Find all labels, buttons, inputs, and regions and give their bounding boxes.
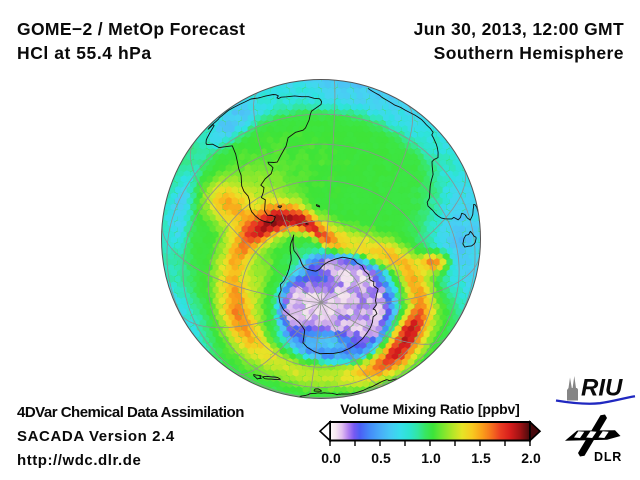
- svg-text:RIU: RIU: [581, 375, 623, 402]
- svg-text:DLR: DLR: [594, 450, 622, 464]
